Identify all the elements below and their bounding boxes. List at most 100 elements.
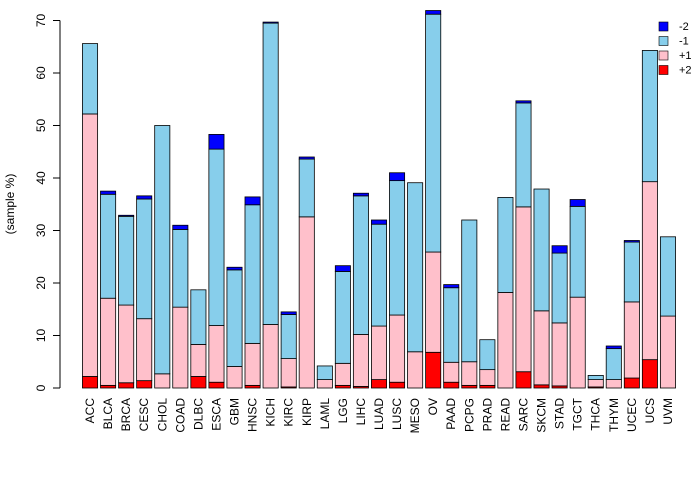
bar-segment-paad-plus2 <box>443 381 460 389</box>
bar-segment-tgct-minus1 <box>569 205 586 298</box>
bar-segment-brca-minus1 <box>118 215 135 306</box>
bar-segment-ucec-plus2 <box>623 377 640 389</box>
bar-segment-meso-plus1 <box>407 351 424 389</box>
bar-segment-cesc-minus1 <box>136 198 153 320</box>
bar-segment-cesc-plus1 <box>136 318 153 382</box>
x-tick-label: SARC <box>516 398 530 432</box>
bar-segment-hnsc-minus1 <box>244 204 261 344</box>
bar-segment-ov-plus2 <box>425 351 442 389</box>
bar-segment-chol-plus1 <box>154 373 171 389</box>
bar-segment-ucec-plus1 <box>623 301 640 379</box>
bar-segment-kirc-minus1 <box>280 314 297 359</box>
x-tick-label: MESO <box>408 398 422 433</box>
x-tick-label: PAAD <box>444 398 458 430</box>
bar-segment-skcm-plus2 <box>533 384 550 389</box>
bar-segment-coad-minus1 <box>172 229 189 308</box>
bar-segment-brca-plus2 <box>118 382 135 389</box>
bar-segment-ucs-minus1 <box>641 50 658 183</box>
y-tick-label: 40 <box>34 171 48 185</box>
x-tick-label: KICH <box>264 398 278 427</box>
bar-segment-blca-plus1 <box>100 297 117 386</box>
bar-segment-acc-plus1 <box>82 113 99 377</box>
bar-segment-hnsc-minus2 <box>244 196 261 206</box>
y-tick-label: 20 <box>34 276 48 290</box>
bar-segment-luad-plus2 <box>371 379 387 389</box>
y-tick-label: 60 <box>34 66 48 80</box>
bar-segment-paad-minus1 <box>443 287 460 363</box>
x-tick-label: LIHC <box>354 398 368 426</box>
bar-segment-kirp-minus1 <box>298 158 315 218</box>
x-tick-label: LAML <box>318 398 332 430</box>
bar-segment-blca-minus1 <box>100 193 117 299</box>
bar-segment-stad-minus2 <box>551 245 568 254</box>
legend-swatch <box>658 65 669 75</box>
bar-segment-prad-plus1 <box>479 369 496 386</box>
y-axis: 0 10 20 30 40 50 60 70 <box>34 14 61 391</box>
bar-segment-sarc-minus2 <box>515 100 532 104</box>
bar-segment-tgct-plus1 <box>569 296 586 389</box>
bar-segment-skcm-minus1 <box>533 188 550 312</box>
bar-segment-luad-plus1 <box>371 325 387 380</box>
bar-segment-stad-plus1 <box>551 322 568 387</box>
y-tick-label: 10 <box>34 329 48 343</box>
bar-segment-paad-plus1 <box>443 361 460 383</box>
legend-label: -2 <box>679 21 689 33</box>
bar-segment-laml-minus1 <box>316 365 333 381</box>
bar-segment-lihc-minus1 <box>352 195 369 335</box>
bar-segment-thca-plus1 <box>587 379 604 388</box>
bar-segment-blca-minus2 <box>100 190 117 195</box>
x-tick-label: UCS <box>643 398 657 423</box>
bar-segment-ov-minus1 <box>425 13 442 253</box>
bar-segment-gbm-minus2 <box>226 266 243 271</box>
bar-segment-read-plus1 <box>497 292 514 389</box>
bar-segment-gbm-minus1 <box>226 269 243 367</box>
bar-segment-coad-plus1 <box>172 306 189 389</box>
bar-segment-tgct-minus2 <box>569 199 586 207</box>
x-tick-label: COAD <box>173 398 187 433</box>
bar-segment-esca-plus2 <box>208 381 225 389</box>
bar-segment-ucs-plus2 <box>641 359 658 389</box>
legend-label: +1 <box>679 50 692 62</box>
bar-segment-cesc-plus2 <box>136 380 153 389</box>
bar-segment-kich-minus1 <box>262 22 279 325</box>
bar-segment-stad-minus1 <box>551 252 568 324</box>
x-tick-label: OV <box>426 398 440 415</box>
bar-segment-prad-minus1 <box>479 339 496 371</box>
x-tick-label: PCPG <box>462 398 476 432</box>
x-tick-label: THYM <box>607 398 621 432</box>
bar-segment-dlbc-plus1 <box>190 344 207 377</box>
bar-segment-esca-plus1 <box>208 325 225 383</box>
bar-segment-acc-plus2 <box>82 376 99 389</box>
bar-segment-lusc-plus2 <box>389 381 406 389</box>
bar-segment-lusc-minus1 <box>389 180 406 316</box>
bar-segment-ucec-minus1 <box>623 241 640 303</box>
x-tick-label: CHOL <box>155 398 169 432</box>
bar-segment-sarc-plus2 <box>515 371 532 389</box>
bar-segment-brca-minus2 <box>118 214 135 217</box>
x-tick-label: ACC <box>83 398 97 424</box>
bar-segment-ov-plus1 <box>425 251 442 353</box>
bar-segment-lgg-minus2 <box>334 265 351 272</box>
x-tick-label: LUAD <box>372 398 386 430</box>
y-axis-title-group: (sample %) <box>3 174 17 235</box>
bar-segment-kirc-minus2 <box>280 311 297 315</box>
x-tick-label: KIRP <box>300 398 314 426</box>
bar-segment-thca-minus1 <box>587 374 604 380</box>
bar-segment-dlbc-minus1 <box>190 289 207 345</box>
bar-segment-esca-minus2 <box>208 134 225 150</box>
y-tick-label: 0 <box>34 384 48 391</box>
bar-segment-dlbc-plus2 <box>190 376 207 389</box>
bar-segment-lihc-plus1 <box>352 334 369 387</box>
bar-segment-thym-plus1 <box>605 379 622 389</box>
x-tick-label: BLCA <box>101 398 115 429</box>
bar-segment-ucs-plus1 <box>641 181 658 361</box>
x-tick-label: SKCM <box>535 398 549 433</box>
x-tick-label: CESC <box>137 398 151 432</box>
bar-segment-uvm-plus1 <box>659 315 676 389</box>
bar-segment-luad-minus2 <box>371 219 387 225</box>
bar-segment-uvm-minus1 <box>659 236 676 317</box>
x-tick-label: GBM <box>228 398 242 425</box>
x-tick-label: LUSC <box>390 398 404 430</box>
bar-segment-laml-plus1 <box>316 379 333 389</box>
